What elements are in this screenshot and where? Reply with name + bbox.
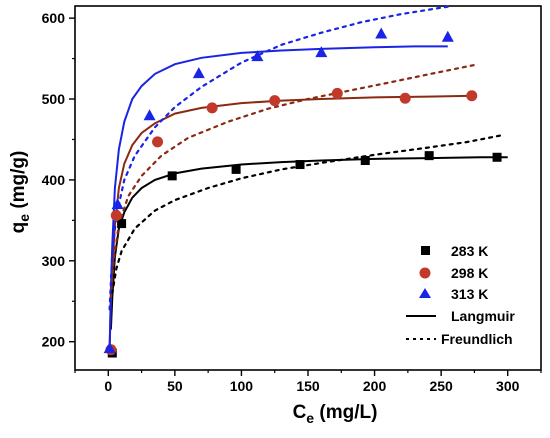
data-point-298k xyxy=(110,210,122,222)
data-point-298k xyxy=(269,95,281,107)
legend-item-313k: 313 K xyxy=(419,286,488,302)
legend-marker-square xyxy=(421,246,430,255)
legend: 283 K 298 K 313 K Langmuir Freundlich xyxy=(406,243,515,347)
y-axis-title: qe (mg/g) xyxy=(8,151,32,234)
x-tick-label: 300 xyxy=(496,378,520,394)
data-point-313k xyxy=(103,342,116,354)
legend-marker-triangle xyxy=(419,288,431,298)
x-tick-label: 0 xyxy=(104,378,112,394)
data-point-313k xyxy=(251,50,264,62)
x-axis-title-sub: e xyxy=(306,410,314,426)
legend-item-langmuir: Langmuir xyxy=(406,308,515,324)
data-point-283k xyxy=(167,171,177,181)
y-tick-label: 500 xyxy=(42,91,66,107)
legend-label-313k: 313 K xyxy=(451,286,488,302)
x-axis-title-main: C xyxy=(293,402,307,423)
legend-item-283k: 283 K xyxy=(421,243,488,259)
x-axis: 0 50 100 150 200 250 300 xyxy=(74,370,542,394)
y-axis: 200 300 400 500 600 xyxy=(42,10,75,350)
legend-item-freundlich: Freundlich xyxy=(406,331,513,347)
data-point-283k xyxy=(360,155,370,165)
x-tick-label: 100 xyxy=(230,378,254,394)
freundlich-fit-line xyxy=(109,63,476,299)
data-point-283k xyxy=(295,160,305,170)
data-point-298k xyxy=(331,87,343,99)
svg-text:qe (mg/g): qe (mg/g) xyxy=(8,151,32,234)
data-point-283k xyxy=(231,164,241,174)
freundlich-fit-line xyxy=(111,134,503,295)
x-axis-title-unit: (mg/L) xyxy=(314,402,377,423)
data-point-298k xyxy=(399,92,411,104)
x-tick-label: 150 xyxy=(296,378,320,394)
legend-label-freundlich: Freundlich xyxy=(441,331,513,347)
data-markers xyxy=(103,27,502,358)
x-axis-title: Ce (mg/L) xyxy=(293,402,378,426)
y-tick-label: 300 xyxy=(42,253,66,269)
legend-item-298k: 298 K xyxy=(419,265,488,281)
legend-label-298k: 298 K xyxy=(451,265,488,281)
data-point-283k xyxy=(117,219,127,229)
y-axis-title-sub: e xyxy=(16,214,32,222)
data-point-298k xyxy=(466,90,478,102)
y-tick-label: 400 xyxy=(42,172,66,188)
legend-label-langmuir: Langmuir xyxy=(451,308,515,324)
data-point-313k xyxy=(192,67,205,79)
data-point-283k xyxy=(424,151,434,161)
svg-text:Ce (mg/L): Ce (mg/L) xyxy=(293,402,378,426)
data-point-298k xyxy=(152,136,164,148)
data-point-313k xyxy=(315,46,328,58)
data-point-298k xyxy=(206,102,218,114)
x-tick-label: 200 xyxy=(363,378,387,394)
y-tick-label: 200 xyxy=(42,334,66,350)
data-point-313k xyxy=(111,198,124,210)
y-axis-title-main: q xyxy=(8,222,29,234)
y-tick-label: 600 xyxy=(42,10,66,26)
legend-marker-circle xyxy=(419,267,431,279)
x-tick-label: 250 xyxy=(429,378,453,394)
data-point-313k xyxy=(143,109,156,121)
x-tick-label: 50 xyxy=(167,378,183,394)
y-axis-title-unit: (mg/g) xyxy=(8,151,29,214)
legend-label-283k: 283 K xyxy=(451,243,488,259)
data-point-283k xyxy=(492,152,502,162)
data-point-313k xyxy=(375,27,388,39)
data-point-313k xyxy=(441,30,454,42)
